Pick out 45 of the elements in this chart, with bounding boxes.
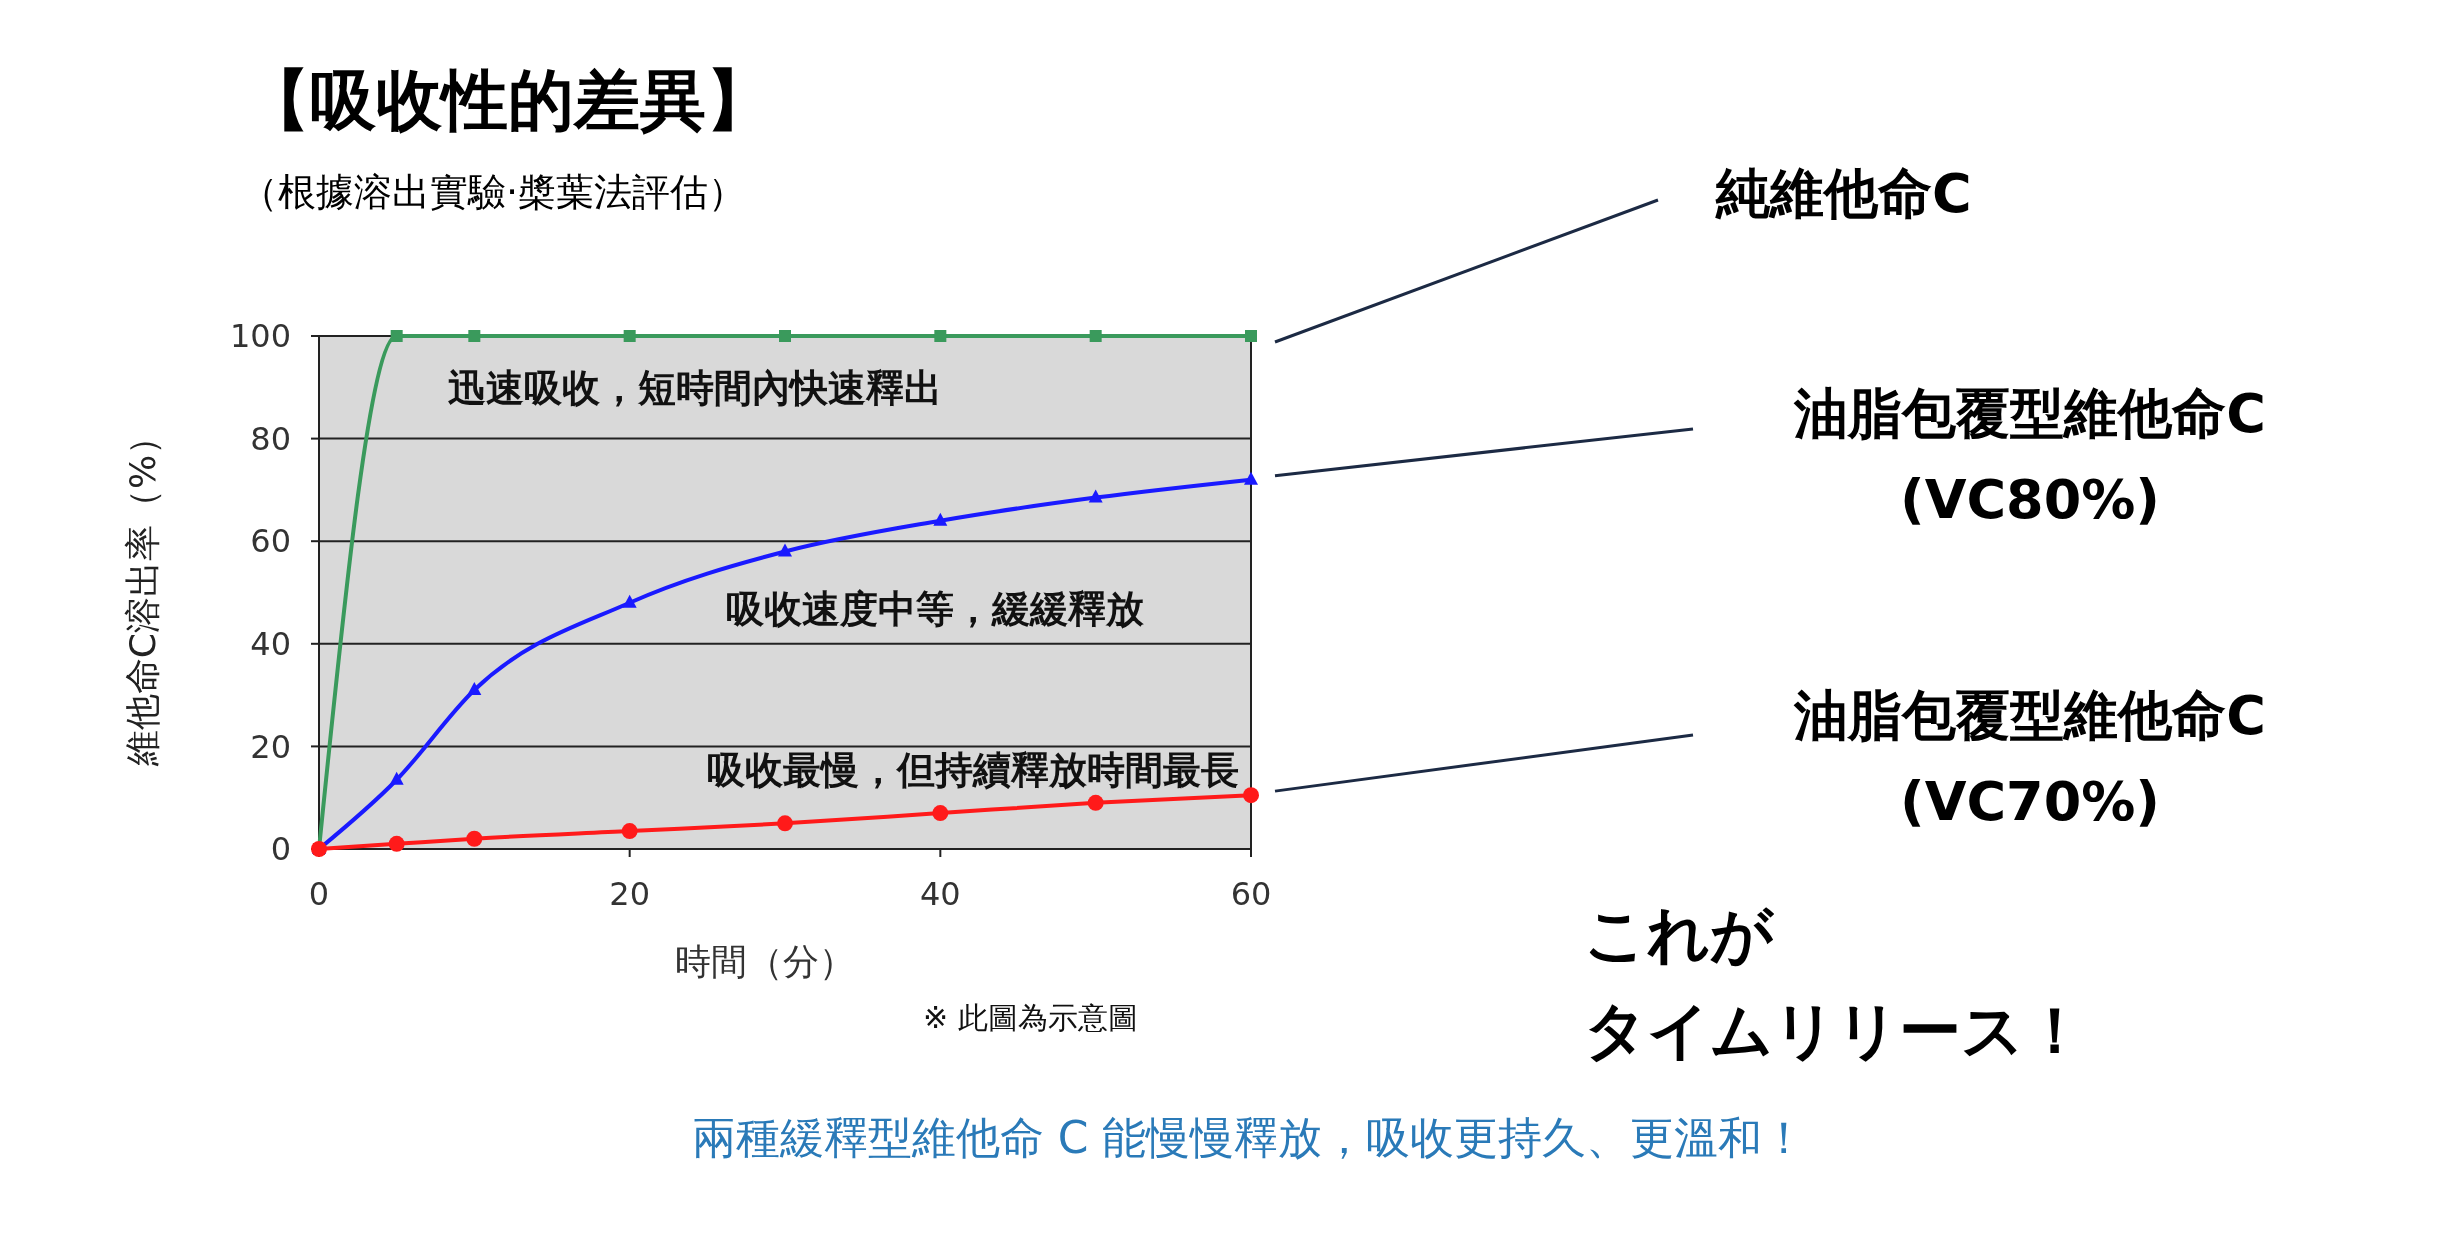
point	[622, 594, 637, 608]
point	[389, 771, 404, 785]
chart-title: 【吸收性的差異】	[244, 62, 772, 139]
y-tick-label: 40	[250, 625, 291, 663]
annotation: 吸收速度中等，緩緩釋放	[726, 587, 1144, 631]
y-tick-label: 0	[270, 830, 291, 869]
text: 油脂包覆型維他命C (VC80%)	[1793, 382, 2266, 531]
y-tick-label: 100	[229, 317, 291, 356]
y-tick-label: 60	[250, 522, 291, 561]
y-tick-label: 80	[250, 419, 291, 458]
text: 純維他命C	[1715, 162, 1972, 225]
point	[932, 805, 949, 822]
annotation: 吸收最慢，但持續釋放時間最長	[707, 748, 1239, 792]
point	[390, 330, 403, 342]
text: 油脂包覆型維他命C (VC70%)	[1793, 684, 2266, 833]
x-tick-label: 40	[919, 875, 961, 913]
point	[779, 330, 791, 342]
x-tick-label: 20	[609, 875, 651, 913]
text: これが	[1584, 898, 1775, 971]
x-tick-label: 60	[1230, 875, 1272, 913]
point	[933, 512, 948, 526]
x-tick-label: 0	[308, 875, 330, 913]
point	[934, 330, 947, 342]
text: タイムリリース！	[1584, 994, 2086, 1067]
point	[1245, 330, 1257, 342]
point	[388, 835, 405, 852]
point	[777, 815, 793, 832]
point	[467, 681, 482, 695]
point	[1088, 489, 1103, 503]
point	[623, 330, 636, 342]
y-tick-label: 20	[250, 727, 291, 766]
point	[1087, 794, 1104, 811]
chart-subtitle: （根據溶出實驗‧槳葉法評估）	[240, 170, 747, 214]
text: ※ 此圖為示意圖	[923, 1000, 1138, 1035]
y-axis-title: 維他命C溶出率（%）	[122, 418, 163, 768]
x-axis-title: 時間（分）	[675, 941, 855, 982]
annotation: 迅速吸收，短時間內快速釋出	[448, 366, 942, 410]
point	[621, 823, 638, 840]
point	[1089, 330, 1102, 342]
point	[466, 830, 483, 847]
point	[778, 543, 792, 557]
point	[468, 330, 481, 342]
text: 兩種緩釋型維他命 C 能慢慢釋放，吸收更持久、更溫和！	[691, 1112, 1807, 1163]
point	[1243, 787, 1259, 804]
point	[1244, 471, 1258, 485]
